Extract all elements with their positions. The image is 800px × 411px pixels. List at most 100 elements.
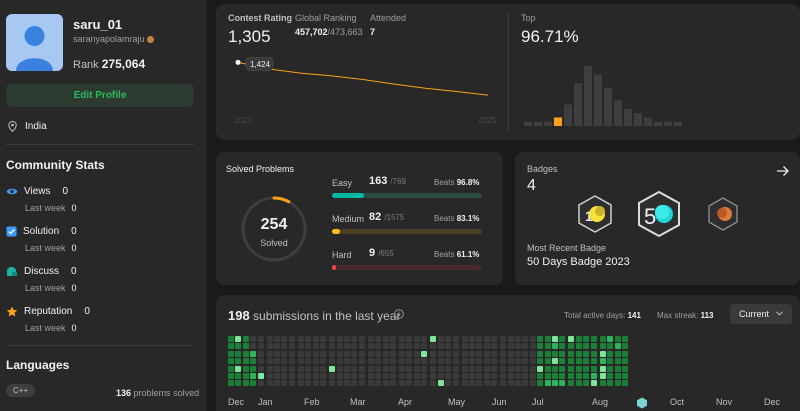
calendar-day-cell[interactable] [559,365,566,372]
info-icon[interactable] [394,309,404,319]
calendar-day-cell[interactable] [288,380,295,387]
calendar-day-cell[interactable] [336,343,343,350]
calendar-day-cell[interactable] [476,365,483,372]
calendar-day-cell[interactable] [583,343,590,350]
calendar-day-cell[interactable] [537,380,544,387]
calendar-day-cell[interactable] [515,358,521,365]
calendar-day-cell[interactable] [336,365,343,372]
calendar-day-cell[interactable] [522,336,529,342]
calendar-day-cell[interactable] [500,350,507,357]
calendar-day-cell[interactable] [413,373,420,379]
calendar-day-cell[interactable] [468,365,475,372]
calendar-day-cell[interactable] [575,358,582,365]
calendar-day-cell[interactable] [274,336,281,342]
calendar-day-cell[interactable] [375,343,382,350]
calendar-day-cell[interactable] [281,350,288,357]
calendar-day-cell[interactable] [312,358,319,365]
calendar-day-cell[interactable] [590,380,597,387]
calendar-day-cell[interactable] [382,343,389,350]
calendar-day-cell[interactable] [406,365,413,372]
calendar-day-cell[interactable] [491,373,498,379]
calendar-day-cell[interactable] [583,350,590,357]
calendar-day-cell[interactable] [367,365,374,372]
histogram-bar[interactable] [554,117,562,126]
calendar-day-cell[interactable] [228,336,234,342]
calendar-day-cell[interactable] [529,358,536,365]
calendar-day-cell[interactable] [288,365,295,372]
calendar-day-cell[interactable] [614,358,621,365]
calendar-day-cell[interactable] [413,358,420,365]
calendar-day-cell[interactable] [430,343,437,350]
calendar-day-cell[interactable] [367,336,374,342]
calendar-day-cell[interactable] [399,343,406,350]
calendar-day-cell[interactable] [452,365,459,372]
calendar-day-cell[interactable] [399,365,406,372]
calendar-day-cell[interactable] [329,343,336,350]
calendar-day-cell[interactable] [235,365,242,372]
calendar-day-cell[interactable] [614,380,621,387]
calendar-day-cell[interactable] [406,336,413,342]
edit-profile-button[interactable]: Edit Profile [6,84,194,107]
calendar-day-cell[interactable] [437,350,444,357]
calendar-day-cell[interactable] [382,358,389,365]
calendar-day-cell[interactable] [406,343,413,350]
calendar-day-cell[interactable] [430,336,437,342]
calendar-day-cell[interactable] [250,365,257,372]
calendar-day-cell[interactable] [437,365,444,372]
histogram-bar[interactable] [564,104,572,126]
calendar-day-cell[interactable] [491,365,498,372]
calendar-day-cell[interactable] [575,336,582,342]
calendar-day-cell[interactable] [305,380,312,387]
calendar-day-cell[interactable] [242,380,249,387]
calendar-day-cell[interactable] [430,358,437,365]
calendar-day-cell[interactable] [343,336,350,342]
calendar-day-cell[interactable] [476,336,483,342]
calendar-day-cell[interactable] [607,380,614,387]
calendar-day-cell[interactable] [274,365,281,372]
calendar-day-cell[interactable] [274,373,281,379]
rating-start-point[interactable] [235,59,241,65]
calendar-day-cell[interactable] [452,343,459,350]
calendar-day-cell[interactable] [413,343,420,350]
calendar-day-cell[interactable] [500,343,507,350]
calendar-day-cell[interactable] [614,336,621,342]
calendar-day-cell[interactable] [568,350,575,357]
calendar-day-cell[interactable] [559,336,566,342]
calendar-day-cell[interactable] [507,350,514,357]
calendar-day-cell[interactable] [445,336,452,342]
calendar-day-cell[interactable] [599,380,606,387]
calendar-day-cell[interactable] [375,373,382,379]
calendar-day-cell[interactable] [257,350,264,357]
calendar-day-cell[interactable] [507,343,514,350]
calendar-day-cell[interactable] [537,358,544,365]
calendar-day-cell[interactable] [336,336,343,342]
calendar-day-cell[interactable] [329,365,336,372]
calendar-day-cell[interactable] [537,336,544,342]
calendar-day-cell[interactable] [343,343,350,350]
calendar-day-cell[interactable] [430,365,437,372]
calendar-day-cell[interactable] [297,380,304,387]
calendar-day-cell[interactable] [430,380,437,387]
calendar-day-cell[interactable] [329,380,336,387]
calendar-day-cell[interactable] [559,380,566,387]
calendar-day-cell[interactable] [590,373,597,379]
calendar-day-cell[interactable] [529,380,536,387]
calendar-day-cell[interactable] [305,373,312,379]
calendar-day-cell[interactable] [522,365,529,372]
calendar-day-cell[interactable] [257,336,264,342]
calendar-day-cell[interactable] [343,350,350,357]
calendar-day-cell[interactable] [351,343,358,350]
calendar-day-cell[interactable] [537,350,544,357]
calendar-day-cell[interactable] [452,336,459,342]
calendar-day-cell[interactable] [544,336,551,342]
calendar-day-cell[interactable] [413,350,420,357]
calendar-day-cell[interactable] [507,336,514,342]
calendar-day-cell[interactable] [421,343,428,350]
calendar-day-cell[interactable] [590,365,597,372]
calendar-day-cell[interactable] [599,350,606,357]
histogram-bar[interactable] [584,66,592,126]
calendar-day-cell[interactable] [500,336,507,342]
calendar-day-cell[interactable] [406,380,413,387]
calendar-day-cell[interactable] [621,358,628,365]
calendar-day-cell[interactable] [437,380,444,387]
